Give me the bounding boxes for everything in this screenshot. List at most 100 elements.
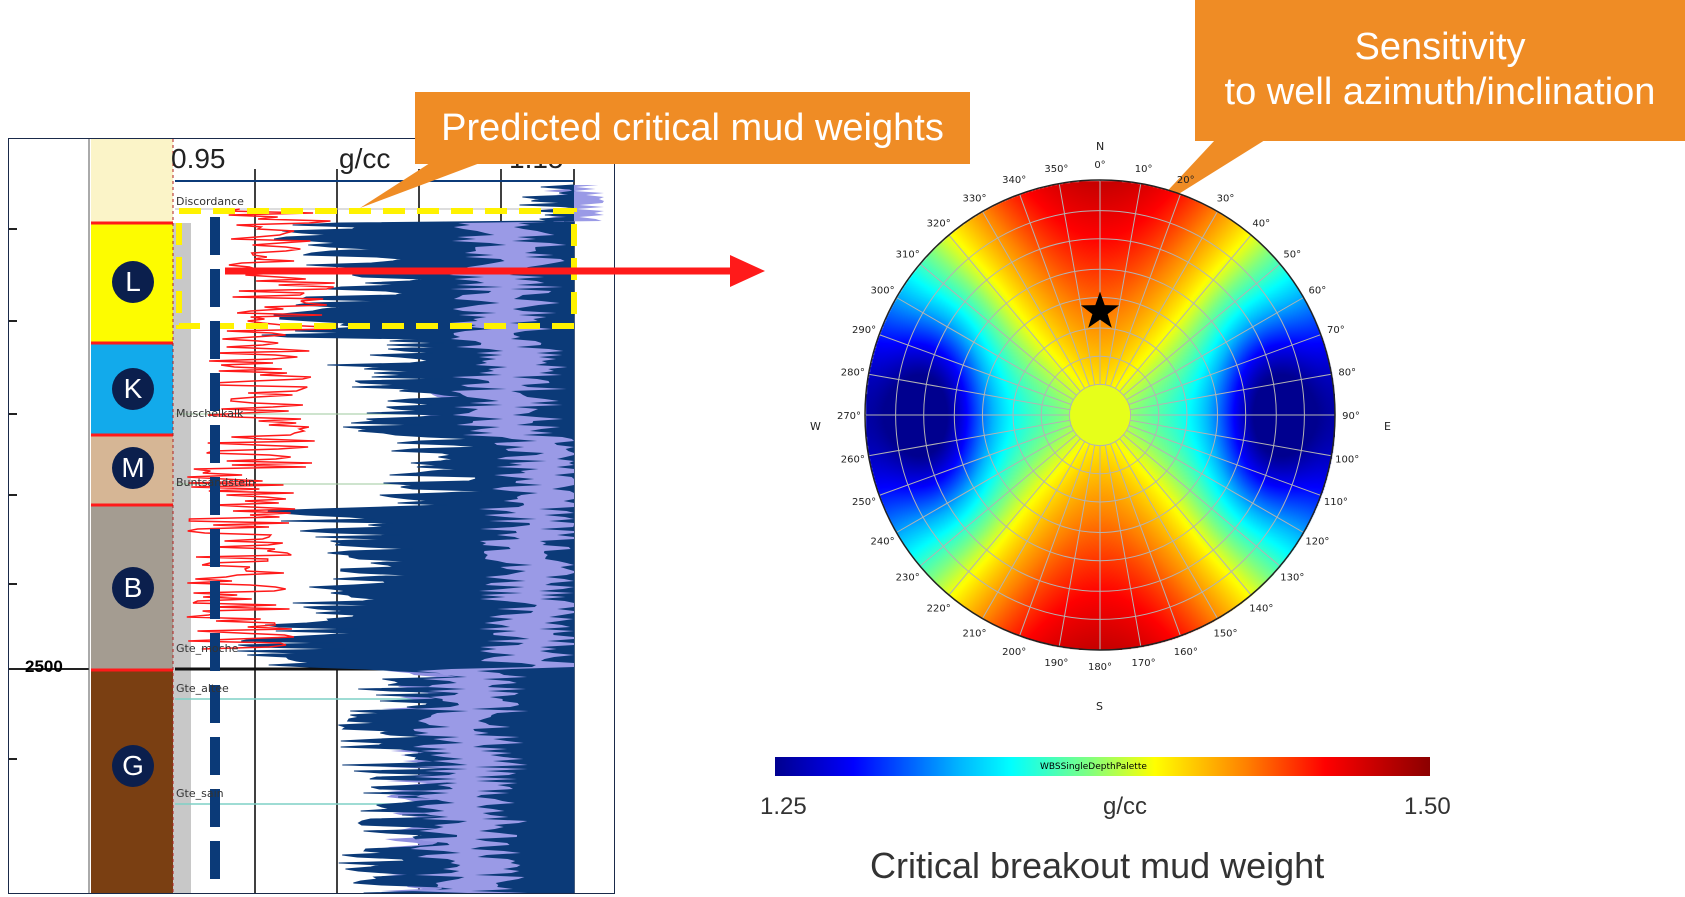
depth-track: [9, 139, 90, 893]
compass-south: S: [1096, 700, 1103, 713]
polar-spoke-110: [1128, 424, 1321, 496]
azimuth-label-300: 300°: [871, 286, 895, 297]
azimuth-label-140: 140°: [1249, 603, 1273, 614]
azimuth-label-350: 350°: [1044, 164, 1068, 175]
scale-min: 0.95: [171, 143, 226, 174]
polar-spoke-70: [1128, 334, 1321, 406]
polar-spoke-330: [982, 211, 1086, 389]
azimuth-label-270: 270°: [837, 411, 861, 422]
polar-spoke-140: [1119, 438, 1252, 596]
colorbar-unit: g/cc: [1103, 793, 1148, 820]
azimuth-label-240: 240°: [871, 537, 895, 548]
azimuth-label-170: 170°: [1132, 658, 1156, 669]
well-log-panel: 0.95 g/cc 1.15 Discordance Muschelkalk B…: [8, 138, 615, 894]
polar-spoke-20: [1109, 194, 1181, 387]
azimuth-label-160: 160°: [1174, 647, 1198, 658]
polar-spoke-120: [1126, 429, 1304, 533]
red-mud-weight-curve: [186, 208, 335, 650]
formation-gte-sain: Gte_sain: [176, 787, 224, 800]
polar-spoke-150: [1114, 441, 1218, 619]
polar-spoke-300: [896, 297, 1074, 401]
azimuth-label-120: 120°: [1305, 537, 1329, 548]
polar-spoke-350: [1058, 183, 1096, 385]
polar-spoke-100: [1130, 419, 1332, 457]
predicted-callout: Predicted critical mud weights: [415, 92, 970, 164]
red-arrow-head: [730, 255, 765, 287]
azimuth-label-20: 20°: [1177, 175, 1195, 186]
compass-west: W: [810, 420, 821, 433]
azimuth-label-180: 180°: [1088, 662, 1112, 673]
sensitivity-callout: Sensitivity to well azimuth/inclination: [1195, 0, 1685, 141]
compass-north: N: [1096, 140, 1105, 153]
formation-gte-altee: Gte_altee: [176, 682, 229, 695]
polar-spoke-280: [868, 373, 1070, 411]
azimuth-label-230: 230°: [896, 572, 920, 583]
azimuth-label-200: 200°: [1002, 647, 1026, 658]
polar-spoke-290: [879, 334, 1072, 406]
compass-east: E: [1384, 420, 1391, 433]
polar-spoke-250: [879, 424, 1072, 496]
colorbar: [775, 757, 1430, 776]
polar-spoke-80: [1130, 373, 1332, 411]
formation-buntsandstein: Buntsandstein: [176, 476, 256, 489]
polar-spoke-220: [948, 438, 1081, 596]
lithology-strip: [173, 223, 191, 893]
polar-spoke-40: [1119, 234, 1252, 392]
polar-spoke-50: [1123, 263, 1281, 396]
azimuth-label-220: 220°: [927, 603, 951, 614]
azimuth-label-80: 80°: [1338, 367, 1356, 378]
polar-spoke-130: [1123, 434, 1281, 567]
polar-grid: 0° 10° 20° 30° 40° 50° 60° 70° 80° 90° 100° 110° 120…: [837, 160, 1360, 673]
azimuth-label-60: 60°: [1309, 286, 1327, 297]
azimuth-label-280: 280°: [841, 367, 865, 378]
azimuth-label-40: 40°: [1252, 219, 1270, 230]
azimuth-label-30: 30°: [1217, 194, 1235, 205]
sensitivity-line1: Sensitivity: [1354, 26, 1526, 68]
colorbar-title: WBSSingleDepthPalette: [1040, 762, 1147, 772]
polar-spoke-340: [1019, 194, 1091, 387]
sensitivity-line2: to well azimuth/inclination: [1224, 71, 1656, 113]
unit-g-badge: G: [112, 745, 154, 787]
azimuth-label-50: 50°: [1283, 250, 1301, 261]
unit-b-badge: B: [112, 567, 154, 609]
azimuth-label-130: 130°: [1280, 572, 1304, 583]
azimuth-label-190: 190°: [1044, 658, 1068, 669]
polar-spoke-200: [1019, 443, 1091, 636]
colorbar-max: 1.50: [1404, 793, 1451, 820]
colorbar-caption: Critical breakout mud weight: [870, 845, 1325, 886]
polar-spoke-190: [1058, 445, 1096, 647]
azimuth-label-250: 250°: [852, 497, 876, 508]
polar-spoke-160: [1109, 443, 1181, 636]
polar-spoke-310: [919, 263, 1077, 396]
polar-spoke-320: [948, 234, 1081, 392]
azimuth-label-110: 110°: [1324, 497, 1348, 508]
azimuth-label-290: 290°: [852, 325, 876, 336]
polar-ring-0: [1068, 383, 1132, 447]
azimuth-label-330: 330°: [962, 194, 986, 205]
azimuth-label-150: 150°: [1213, 628, 1237, 639]
polar-spoke-10: [1104, 183, 1142, 385]
polar-spoke-260: [868, 419, 1070, 457]
unit-k-badge: K: [112, 368, 154, 410]
azimuth-label-0: 0°: [1094, 160, 1105, 171]
predicted-callout-tail: [360, 163, 480, 208]
depth-label: 2500: [25, 657, 63, 676]
azimuth-label-340: 340°: [1002, 175, 1026, 186]
azimuth-label-70: 70°: [1327, 325, 1345, 336]
azimuth-label-100: 100°: [1335, 455, 1359, 466]
formation-gte-moche: Gte_moche: [176, 642, 239, 655]
azimuth-label-310: 310°: [896, 250, 920, 261]
azimuth-label-320: 320°: [927, 219, 951, 230]
unit-l-badge: L: [112, 261, 154, 303]
formation-muschelkalk: Muschelkalk: [176, 407, 244, 420]
red-curve-line: [186, 208, 335, 650]
polar-spoke-210: [982, 441, 1086, 619]
navy-mud-weight-curve: [237, 184, 604, 893]
azimuth-label-260: 260°: [841, 455, 865, 466]
polar-spoke-170: [1104, 445, 1142, 647]
polar-spoke-60: [1126, 297, 1304, 401]
azimuth-label-90: 90°: [1342, 411, 1360, 422]
polar-plot: 0° 10° 20° 30° 40° 50° 60° 70° 80° 90° 100° 110° 120…: [820, 160, 1380, 720]
polar-spoke-240: [896, 429, 1074, 533]
polar-spoke-230: [919, 434, 1077, 567]
